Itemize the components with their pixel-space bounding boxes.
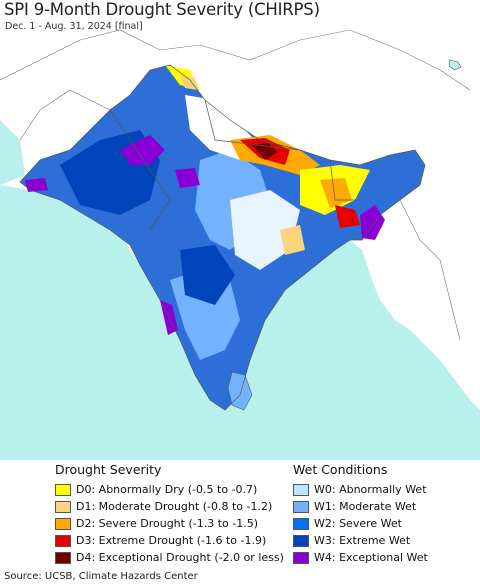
legend-item-w2: W2: Severe Wet	[293, 515, 428, 532]
swatch-d0	[55, 483, 71, 496]
legend-wet: Wet Conditions W0: Abnormally Wet W1: Mo…	[293, 462, 428, 566]
legend-label-d0: D0: Abnormally Dry (-0.5 to -0.7)	[76, 483, 258, 496]
legend-label-w2: W2: Severe Wet	[314, 517, 402, 530]
drought-d1-north	[180, 75, 198, 90]
legend-wet-title: Wet Conditions	[293, 462, 388, 477]
wet-exceptional-3	[25, 178, 48, 192]
swatch-d1	[55, 500, 71, 513]
source-credit: Source: UCSB, Climate Hazards Center	[4, 571, 198, 582]
swatch-w4	[293, 551, 309, 564]
legend-item-w3: W3: Extreme Wet	[293, 532, 428, 549]
wet-extreme-center	[180, 245, 235, 305]
lake	[448, 59, 462, 71]
drought-map	[0, 29, 480, 460]
indian-ocean	[0, 185, 480, 460]
legend-item-w1: W1: Moderate Wet	[293, 498, 428, 515]
legend-label-w4: W4: Exceptional Wet	[314, 551, 428, 564]
wet-abnormal-patch	[230, 190, 300, 270]
swatch-w2	[293, 517, 309, 530]
legend-label-w3: W3: Extreme Wet	[314, 534, 411, 547]
swatch-w0	[293, 483, 309, 496]
legend-drought: Drought Severity D0: Abnormally Dry (-0.…	[55, 462, 284, 566]
legend-item-w0: W0: Abnormally Wet	[293, 481, 428, 498]
swatch-d4	[55, 551, 71, 564]
legend-item-d3: D3: Extreme Drought (-1.6 to -1.9)	[55, 532, 284, 549]
country-borders	[19, 64, 426, 411]
swatch-w3	[293, 534, 309, 547]
outer-borders	[0, 29, 471, 341]
sri-lanka	[227, 371, 253, 411]
map-subtitle: Dec. 1 - Aug. 31, 2024 [final]	[5, 21, 143, 32]
legend-drought-title: Drought Severity	[55, 462, 162, 477]
legend-item-d2: D2: Severe Drought (-1.3 to -1.5)	[55, 515, 284, 532]
drought-d4-core	[252, 143, 278, 160]
legend-item-d1: D1: Moderate Drought (-0.8 to -1.2)	[55, 498, 284, 515]
legend-item-w4: W4: Exceptional Wet	[293, 549, 428, 566]
map-title: SPI 9-Month Drought Severity (CHIRPS)	[4, 0, 320, 19]
drought-d2-east	[320, 178, 352, 208]
legend-item-d0: D0: Abnormally Dry (-0.5 to -0.7)	[55, 481, 284, 498]
legend-label-w1: W1: Moderate Wet	[314, 500, 417, 513]
swatch-w1	[293, 500, 309, 513]
wet-exceptional-1	[120, 135, 165, 165]
legend-label-d1: D1: Moderate Drought (-0.8 to -1.2)	[76, 500, 273, 513]
wet-exceptional-4	[360, 205, 385, 240]
legend-item-d4: D4: Exceptional Drought (-2.0 or less)	[55, 549, 284, 566]
arabian-sea	[0, 120, 25, 185]
wet-exceptional-2	[175, 168, 200, 188]
swatch-d3	[55, 534, 71, 547]
legend-label-d3: D3: Extreme Drought (-1.6 to -1.9)	[76, 534, 267, 547]
drought-d1-central	[280, 225, 305, 255]
swatch-d2	[55, 517, 71, 530]
legend-label-w0: W0: Abnormally Wet	[314, 483, 427, 496]
legend-label-d2: D2: Severe Drought (-1.3 to -1.5)	[76, 517, 259, 530]
legend-label-d4: D4: Exceptional Drought (-2.0 or less)	[76, 551, 284, 564]
drought-d3-east	[335, 205, 360, 228]
